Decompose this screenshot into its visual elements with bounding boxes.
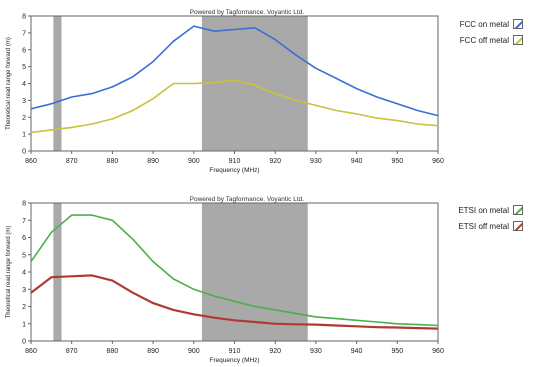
y-tick-label: 3 [22,98,26,105]
shaded-band [53,203,62,341]
x-tick-label: 960 [432,158,444,165]
legend-label: ETSI on metal [458,205,509,215]
x-tick-label: 950 [391,158,403,165]
x-tick-label: 960 [432,348,444,355]
legend-item-etsi-on-metal: ETSI on metal [446,202,523,218]
legend-item-fcc-off-metal: FCC off metal [446,32,523,48]
x-tick-label: 870 [66,158,78,165]
x-tick-label: 920 [269,158,281,165]
x-tick-label: 880 [107,348,119,355]
legend-bottom: ETSI on metal ETSI off metal [446,202,523,234]
x-tick-label: 880 [107,158,119,165]
y-tick-label: 2 [22,304,26,311]
y-tick-label: 7 [22,218,26,225]
legend-label: ETSI off metal [458,221,509,231]
y-tick-label: 5 [22,64,26,71]
y-tick-label: 8 [22,201,26,208]
legend-swatch-green [513,205,523,215]
y-tick-label: 5 [22,252,26,259]
y-tick-label: 4 [22,81,26,88]
y-tick-label: 1 [22,132,26,139]
x-tick-label: 890 [147,348,159,355]
legend-top: FCC on metal FCC off metal [446,16,523,48]
shaded-band [201,16,308,151]
legend-item-fcc-on-metal: FCC on metal [446,16,523,32]
legend-swatch-blue [513,19,523,29]
legend-label: FCC off metal [459,35,509,45]
y-tick-label: 3 [22,287,26,294]
legend-swatch-red [513,221,523,231]
x-tick-label: 910 [229,158,241,165]
y-tick-label: 2 [22,115,26,122]
series-line [30,214,439,327]
series-line [30,25,439,117]
x-tick-label: 930 [310,158,322,165]
x-tick-label: 860 [25,158,37,165]
y-tick-label: 8 [22,14,26,21]
x-tick-label: 940 [351,348,363,355]
y-tick-label: 1 [22,321,26,328]
series-line [30,274,439,330]
y-tick-label: 6 [22,235,26,242]
y-tick-label: 0 [22,339,26,346]
x-tick-label: 950 [391,348,403,355]
x-tick-label: 900 [188,158,200,165]
y-axis-label: Theoretical read range forward (m) [6,37,12,130]
x-tick-label: 930 [310,348,322,355]
x-tick-label: 900 [188,348,200,355]
shaded-band [201,203,308,341]
y-tick-label: 4 [22,270,26,277]
legend-item-etsi-off-metal: ETSI off metal [446,218,523,234]
x-tick-label: 910 [229,348,241,355]
legend-label: FCC on metal [459,19,509,29]
chart-title: Powered by Tagformance. Voyantic Ltd. [190,9,305,16]
y-axis-label: Theoretical read range forward (m) [6,226,12,319]
y-tick-label: 7 [22,30,26,37]
x-tick-label: 890 [147,158,159,165]
x-axis-label: Frequency (MHz) [209,167,259,174]
y-tick-label: 0 [22,149,26,156]
x-tick-label: 920 [269,348,281,355]
x-tick-label: 940 [351,158,363,165]
series-line [30,79,439,134]
legend-swatch-yellow [513,35,523,45]
shaded-band [53,16,62,151]
chart-title: Powered by Tagformance. Voyantic Ltd. [190,196,305,203]
x-axis-label: Frequency (MHz) [209,357,259,364]
x-tick-label: 870 [66,348,78,355]
x-tick-label: 860 [25,348,37,355]
y-tick-label: 6 [22,47,26,54]
